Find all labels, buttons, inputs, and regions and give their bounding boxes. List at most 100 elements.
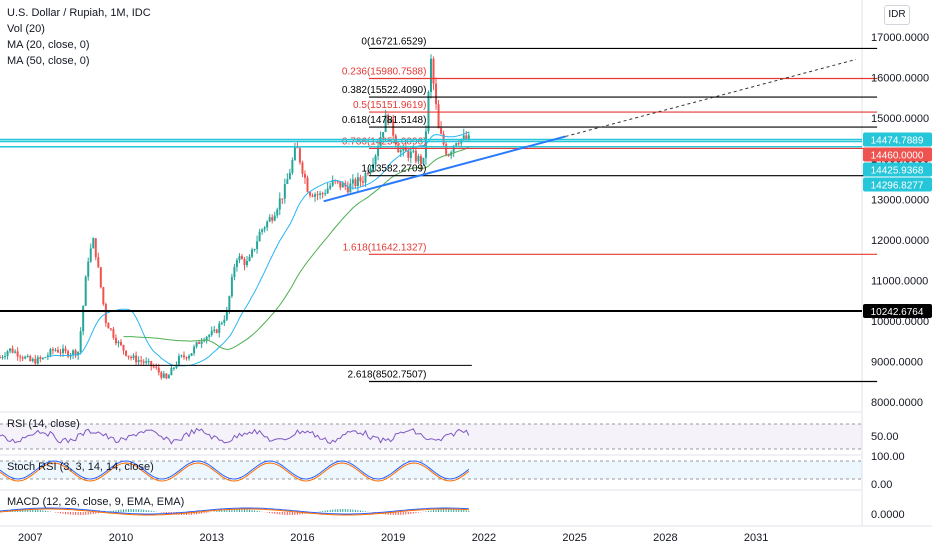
ma20-indicator-label[interactable]: MA (20, close, 0) xyxy=(7,39,90,51)
candle-body xyxy=(341,183,344,188)
indicator-panes xyxy=(0,423,862,516)
macd-histogram-bar xyxy=(468,510,470,512)
stoch-rsi-pane-label[interactable]: Stoch RSI (3, 3, 14, 14, close) xyxy=(7,461,154,473)
candle-body xyxy=(167,375,170,379)
candle-body xyxy=(331,180,334,186)
macd-histogram-bar xyxy=(150,510,152,512)
macd-histogram-bar xyxy=(236,509,238,512)
candle-body xyxy=(150,361,153,367)
candle-body xyxy=(6,351,9,356)
indicator-tick-label: 50.00 xyxy=(871,431,899,443)
candle-body xyxy=(182,355,185,358)
axes: 17000.000016000.000015000.000014000.0000… xyxy=(18,32,932,544)
candle-body xyxy=(248,256,251,262)
macd-histogram-bar xyxy=(279,512,281,515)
price-tick-label: 9000.0000 xyxy=(871,356,923,368)
chart-legend: U.S. Dollar / Rupiah, 1M, IDC Vol (20) M… xyxy=(7,5,151,69)
candle-body xyxy=(195,342,198,347)
candle-body xyxy=(414,150,417,162)
macd-histogram-bar xyxy=(233,509,235,512)
candle-body xyxy=(407,150,410,158)
candle-body xyxy=(351,179,354,184)
macd-histogram-bar xyxy=(34,509,36,512)
stoch-band xyxy=(0,461,862,479)
candle-body xyxy=(215,329,218,333)
candle-body xyxy=(180,355,183,357)
macd-histogram-bar xyxy=(276,512,278,515)
candle-body xyxy=(230,277,233,297)
candle-body xyxy=(130,356,133,359)
candle-body xyxy=(64,348,67,352)
macd-histogram-bar xyxy=(221,510,223,512)
candle-body xyxy=(127,355,130,357)
trendline xyxy=(323,135,566,203)
macd-histogram-bar xyxy=(87,512,89,515)
candle-body xyxy=(16,351,19,357)
macd-pane-label[interactable]: MACD (12, 26, close, 9, EMA, EMA) xyxy=(7,496,185,508)
candle-body xyxy=(281,198,284,200)
macd-histogram-bar xyxy=(435,509,437,512)
candle-body xyxy=(412,150,415,152)
macd-histogram-bar xyxy=(364,511,366,512)
macd-histogram-bar xyxy=(62,512,64,514)
fib-level-label: 0.382(15522.4090) xyxy=(342,85,427,96)
macd-histogram-bar xyxy=(72,512,74,515)
macd-histogram-bar xyxy=(294,512,296,515)
candle-body xyxy=(303,173,306,178)
macd-histogram-bar xyxy=(168,512,170,514)
time-tick-label: 2031 xyxy=(744,532,768,544)
macd-histogram-bar xyxy=(357,510,359,512)
candle-body xyxy=(122,345,125,351)
candle-body xyxy=(102,287,105,305)
macd-histogram-bar xyxy=(301,512,303,515)
macd-histogram-bar xyxy=(39,509,41,512)
chart-grid xyxy=(0,0,932,527)
candle-body xyxy=(321,193,324,195)
fib-level-label: 0(16721.6529) xyxy=(361,36,426,47)
macd-histogram-bar xyxy=(115,510,117,512)
candle-body xyxy=(246,261,249,266)
macd-histogram-bar xyxy=(117,509,119,512)
candle-body xyxy=(135,355,138,363)
candle-body xyxy=(213,329,216,331)
ma50-indicator-label[interactable]: MA (50, close, 0) xyxy=(7,55,90,67)
candle-body xyxy=(203,340,206,342)
candle-body xyxy=(356,177,359,186)
candle-body xyxy=(306,177,309,192)
currency-badge[interactable]: IDR xyxy=(884,5,910,25)
candle-body xyxy=(1,356,4,358)
macd-histogram-bar xyxy=(203,512,205,514)
macd-histogram-bar xyxy=(65,512,67,515)
candle-body xyxy=(266,221,269,228)
volume-indicator-label[interactable]: Vol (20) xyxy=(7,23,45,35)
candle-body xyxy=(31,358,34,362)
macd-histogram-bar xyxy=(216,511,218,512)
macd-histogram-bar xyxy=(188,512,190,515)
fibonacci-levels: 0(16721.6529) 0.236(15980.7588) 0.382(1552… xyxy=(342,36,878,383)
candle-body xyxy=(0,357,1,359)
candle-body xyxy=(273,215,276,221)
macd-histogram-bar xyxy=(77,512,79,515)
candle-body xyxy=(190,353,193,356)
candle-body xyxy=(140,360,143,362)
macd-histogram-bar xyxy=(465,510,467,512)
candle-body xyxy=(125,350,128,356)
candle-body xyxy=(382,132,385,138)
price-label-text: 14425.9368 xyxy=(871,165,924,176)
candle-body xyxy=(170,367,173,376)
stoch-k-line xyxy=(0,460,470,480)
macd-histogram-bar xyxy=(133,509,135,512)
macd-histogram-bar xyxy=(22,509,24,512)
candle-body xyxy=(157,367,160,373)
candle-body xyxy=(336,181,339,183)
candle-body xyxy=(9,348,12,352)
price-label-box xyxy=(863,177,932,192)
symbol-title[interactable]: U.S. Dollar / Rupiah, 1M, IDC xyxy=(7,7,151,19)
candle-body xyxy=(251,249,254,257)
price-tick-label: 12000.0000 xyxy=(871,235,929,247)
rsi-pane-label[interactable]: RSI (14, close) xyxy=(7,418,80,430)
macd-histogram-bar xyxy=(125,509,127,512)
candle-body xyxy=(379,137,382,148)
rsi-band xyxy=(0,424,862,449)
